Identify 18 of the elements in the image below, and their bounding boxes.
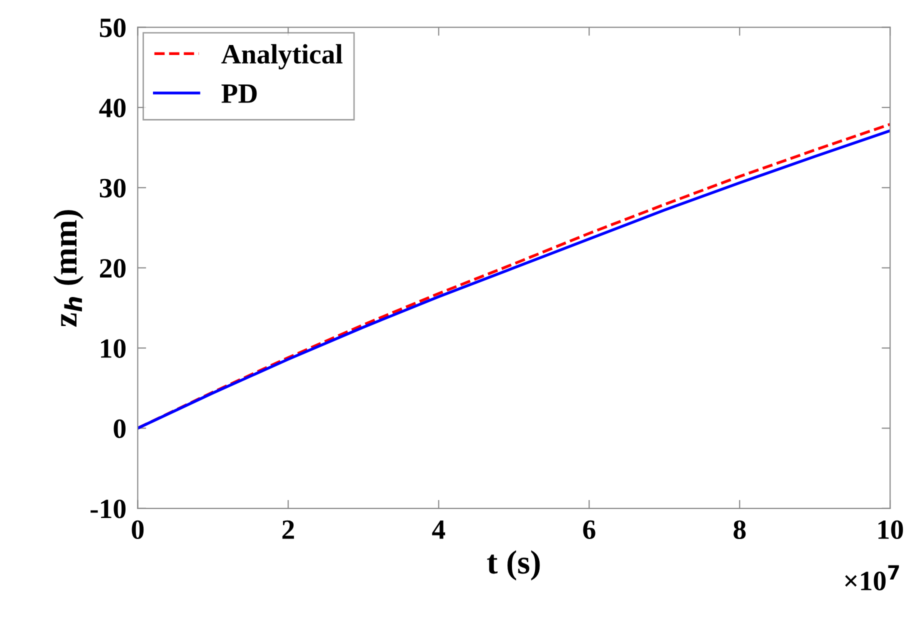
text: ×10$^{7}$ xyxy=(845,565,899,590)
x-tick-label: 8 xyxy=(734,520,746,540)
x-tick-label: 4 xyxy=(432,520,446,539)
legend-label: Analytical xyxy=(221,44,342,70)
y-tick-label: 50 xyxy=(100,18,126,38)
y-tick-label: 20 xyxy=(100,259,126,278)
y-tick-label: 30 xyxy=(100,178,126,198)
y-tick-label: -10 xyxy=(90,500,126,518)
x-tick-label: 2 xyxy=(282,520,294,539)
y-tick-label: 10 xyxy=(101,339,126,358)
x-axis-title: t (s) xyxy=(487,550,540,580)
x-tick-label: 10 xyxy=(878,520,903,540)
y-axis-title: z$_{h}$ (mm) xyxy=(53,210,84,327)
x-tick-label: 6 xyxy=(583,520,596,540)
legend-label: PD xyxy=(222,84,257,103)
x-tick-label: 0 xyxy=(132,520,144,540)
y-tick-label: 40 xyxy=(99,98,126,118)
y-tick-label: 0 xyxy=(114,419,126,438)
